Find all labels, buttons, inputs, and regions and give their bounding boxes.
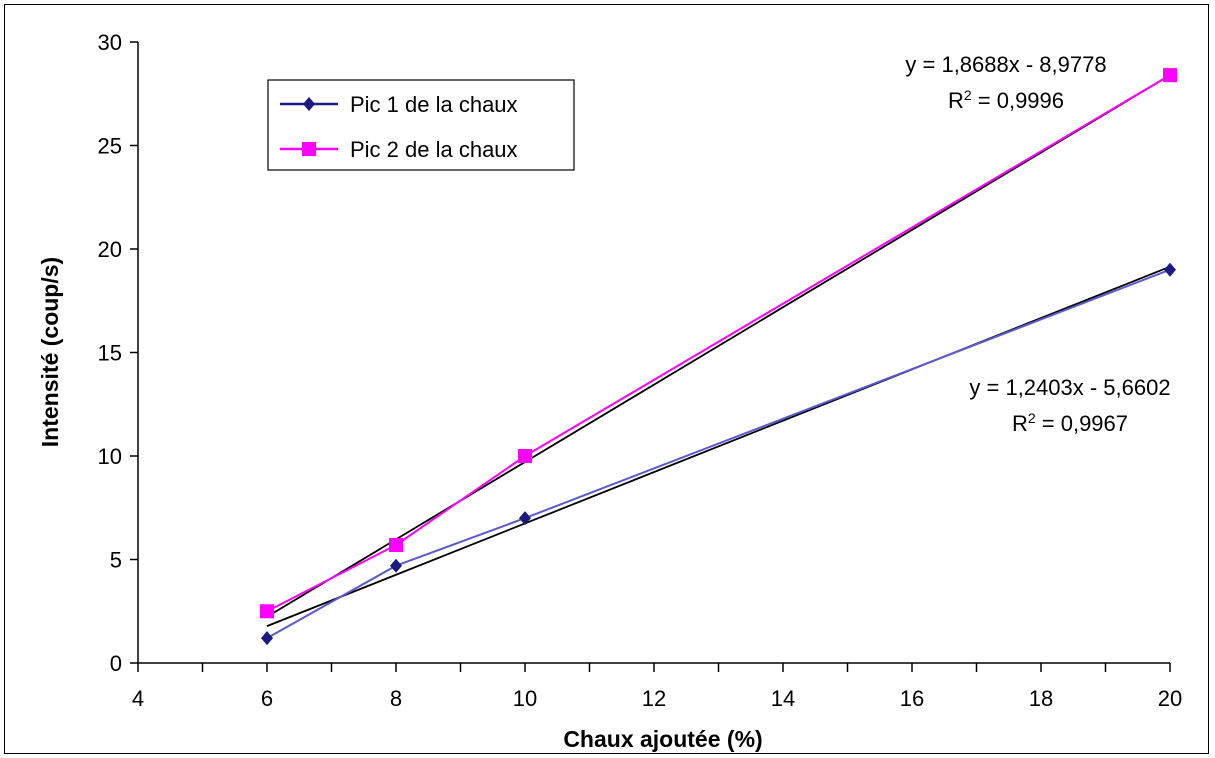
trendline-2 [266, 74, 1171, 618]
trend-equation-1: y = 1,2403x - 5,6602 [969, 375, 1170, 400]
series-line-2 [266, 74, 1171, 613]
series-group [260, 68, 1177, 646]
y-tick-label: 0 [110, 651, 122, 676]
y-tick-label: 15 [98, 341, 122, 366]
axes: 0 5 10 15 20 25 30 4 6 8 10 12 14 16 18 20 [98, 30, 1183, 711]
series-line-1 [266, 268, 1171, 640]
y-tick-label: 20 [98, 237, 122, 262]
x-tick-label: 4 [132, 686, 144, 711]
y-tick-label: 10 [98, 444, 122, 469]
legend-label-1: Pic 1 de la chaux [350, 92, 518, 117]
legend-marker-diamond [303, 97, 315, 111]
legend-label-2: Pic 2 de la chaux [350, 137, 518, 162]
y-tick-label: 5 [110, 548, 122, 573]
legend-box [267, 79, 575, 171]
trend-equation-2: y = 1,8688x - 8,9778 [905, 52, 1106, 77]
x-tick-label: 10 [513, 686, 537, 711]
data-point-diamond [1164, 262, 1176, 277]
chart-frame [4, 4, 1209, 754]
data-point-square [389, 538, 403, 553]
legend-marker-square [302, 142, 316, 156]
y-tick-label: 30 [98, 30, 122, 55]
x-tick-label: 20 [1158, 686, 1182, 711]
data-point-diamond [390, 558, 402, 573]
x-tick-label: 12 [642, 686, 666, 711]
r-squared-1: R2 = 0,9967 [1012, 410, 1128, 436]
y-tick-label: 25 [98, 134, 122, 159]
trendline-1 [266, 265, 1171, 627]
x-tick-label: 8 [390, 686, 402, 711]
x-tick-label: 14 [771, 686, 795, 711]
x-tick-label: 16 [900, 686, 924, 711]
data-point-square [260, 604, 274, 619]
equations: y = 1,2403x - 5,6602 R2 = 0,9967 y = 1,868… [905, 52, 1170, 436]
data-point-diamond [261, 631, 273, 646]
x-tick-label: 6 [261, 686, 273, 711]
r-squared-2: R2 = 0,9996 [948, 87, 1064, 113]
legend: Pic 1 de la chaux Pic 2 de la chaux [267, 79, 575, 171]
x-tick-label: 18 [1029, 686, 1053, 711]
data-point-square [518, 449, 532, 463]
data-point-square [1163, 68, 1177, 83]
x-axis-title: Chaux ajoutée (%) [563, 726, 762, 752]
y-axis-title: Intensité (coup/s) [37, 257, 63, 447]
data-point-diamond [519, 511, 531, 526]
